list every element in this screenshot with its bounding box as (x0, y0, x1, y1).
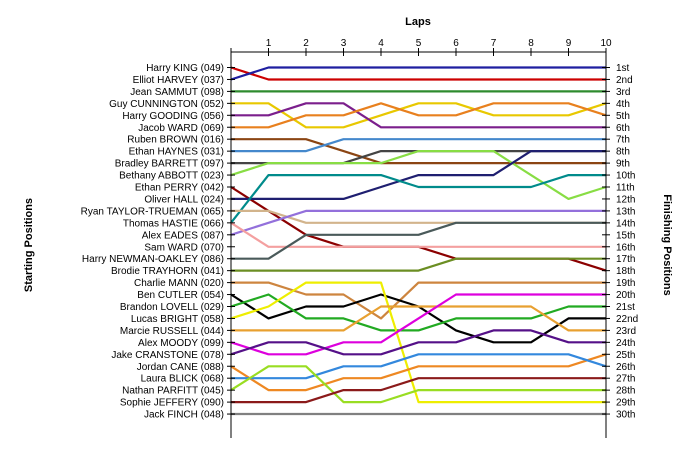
starting-position-label: Ethan PERRY (042) (135, 183, 224, 194)
series-line (230, 209, 606, 236)
x-tick-label: 6 (453, 38, 459, 49)
series-line (230, 66, 606, 81)
finishing-position-label: 16th (616, 242, 635, 253)
finishing-position-label: 8th (616, 147, 630, 158)
finishing-position-label: 28th (616, 386, 635, 397)
x-tick-label: 2 (303, 38, 309, 49)
starting-position-label: Alex MOODY (099) (138, 338, 224, 349)
x-tick-label: 8 (528, 38, 534, 49)
finishing-position-label: 2nd (616, 75, 633, 86)
starting-position-label: Harry KING (049) (146, 63, 224, 74)
right-axis-title: Finishing Positions (661, 194, 673, 295)
starting-position-label: Jake CRANSTONE (078) (111, 350, 224, 361)
starting-position-label: Harry NEWMAN-OAKLEY (086) (82, 254, 224, 265)
finishing-position-label: 1st (616, 63, 630, 74)
series-line (230, 329, 606, 356)
x-tick-label: 7 (491, 38, 497, 49)
x-tick-label: 1 (266, 38, 272, 49)
series-line (231, 138, 606, 165)
x-tick-label: 4 (378, 38, 384, 49)
finishing-position-label: 25th (616, 350, 635, 361)
x-tick-label: 9 (566, 38, 572, 49)
x-tick-label: 3 (341, 38, 347, 49)
series-line (230, 66, 606, 81)
starting-position-label: Ruben BROWN (016) (127, 135, 224, 146)
finishing-position-label: 19th (616, 278, 635, 289)
starting-position-label: Marcie RUSSELL (044) (120, 326, 224, 337)
finishing-position-label: 27th (616, 374, 635, 385)
starting-position-label: Laura BLICK (068) (141, 374, 224, 385)
finishing-position-label: 10th (616, 171, 635, 182)
series-line (231, 102, 607, 129)
finishing-position-label: 23rd (616, 326, 636, 337)
series-line (231, 305, 606, 332)
series-line (230, 174, 606, 224)
finishing-position-label: 26th (616, 362, 635, 373)
starting-position-label: Brandon LOVELL (029) (120, 302, 224, 313)
finishing-position-label: 18th (616, 266, 635, 277)
starting-position-label: Charlie MANN (020) (134, 278, 224, 289)
starting-position-label: Harry GOODING (056) (122, 111, 224, 122)
starting-position-label: Ben CUTLER (054) (137, 290, 224, 301)
series-line (231, 257, 606, 272)
starting-position-label: Bradley BARRETT (097) (115, 159, 224, 170)
finishing-position-label: 14th (616, 218, 635, 229)
finishing-position-label: 15th (616, 230, 635, 241)
finishing-position-label: 13th (616, 206, 635, 217)
series-line (231, 353, 607, 380)
finishing-position-label: 20th (616, 290, 635, 301)
finishing-position-label: 6th (616, 123, 630, 134)
finishing-position-label: 17th (616, 254, 635, 265)
finishing-position-label: 4th (616, 99, 630, 110)
starting-position-label: Sophie JEFFERY (090) (120, 398, 224, 409)
starting-position-label: Oliver HALL (024) (144, 194, 224, 205)
series-line (231, 150, 606, 200)
starting-position-label: Guy CUNNINGTON (052) (109, 99, 224, 110)
starting-position-label: Jordan CANE (088) (137, 362, 224, 373)
starting-position-label: Jacob WARD (069) (138, 123, 224, 134)
finishing-position-label: 3rd (616, 87, 630, 98)
finishing-position-label: 22nd (616, 314, 638, 325)
finishing-position-label: 12th (616, 194, 635, 205)
starting-position-label: Jack FINCH (048) (144, 410, 224, 421)
x-axis-title: Laps (405, 16, 431, 28)
finishing-position-label: 5th (616, 111, 630, 122)
starting-position-label: Elliot HARVEY (037) (133, 75, 224, 86)
starting-position-label: Thomas HASTIE (066) (123, 218, 224, 229)
series-line (231, 377, 606, 404)
starting-position-label: Bethany ABBOTT (023) (119, 171, 224, 182)
series-line (231, 221, 606, 260)
finishing-position-label: 24th (616, 338, 635, 349)
starting-position-label: Sam WARD (070) (144, 242, 224, 253)
finishing-position-label: 9th (616, 159, 630, 170)
series-line (230, 293, 606, 356)
starting-position-label: Alex EADES (087) (142, 230, 224, 241)
starting-position-label: Nathan PARFITT (045) (122, 386, 224, 397)
series-line (230, 353, 607, 392)
finishing-position-label: 21st (616, 302, 635, 313)
series-line (230, 281, 606, 404)
finishing-position-label: 7th (616, 135, 630, 146)
finishing-position-label: 29th (616, 398, 635, 409)
starting-position-label: Jean SAMMUT (098) (130, 87, 224, 98)
x-tick-label: 10 (600, 38, 612, 49)
starting-position-label: Ryan TAYLOR-TRUEMAN (065) (81, 206, 224, 217)
x-tick-label: 5 (416, 38, 422, 49)
series-line (231, 138, 606, 153)
series-line (231, 102, 606, 129)
starting-position-label: Ethan HAYNES (031) (129, 147, 224, 158)
series-line (230, 221, 606, 248)
series-line (230, 365, 606, 404)
finishing-position-label: 11th (616, 183, 635, 194)
starting-position-label: Lucas BRIGHT (058) (131, 314, 224, 325)
starting-position-label: Brodie TRAYHORN (041) (111, 266, 224, 277)
left-axis-title: Starting Positions (23, 198, 35, 292)
finishing-position-label: 30th (616, 410, 635, 421)
